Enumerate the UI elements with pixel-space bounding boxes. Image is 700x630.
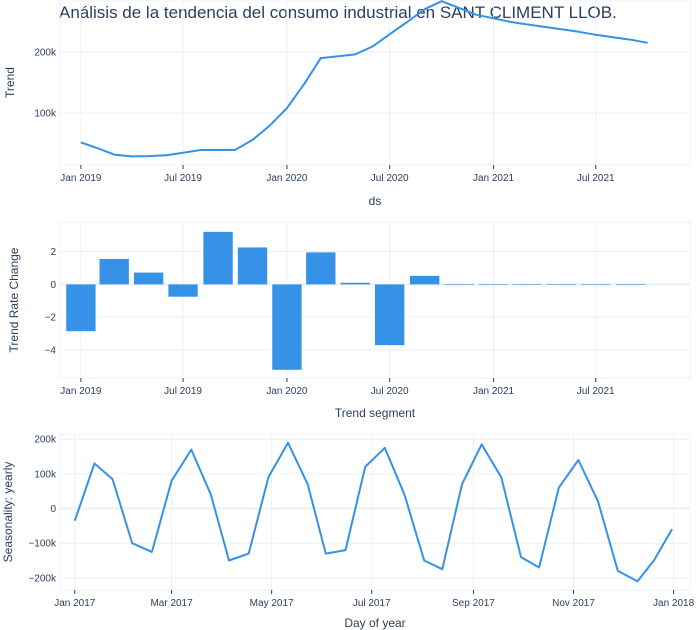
x-tick-label: Jul 2019 bbox=[164, 173, 202, 184]
x-tick-label: Jan 2019 bbox=[60, 386, 102, 397]
bar bbox=[99, 258, 129, 285]
trend-panel: Jan 2019 Jul 2019 Jan 2020 Jul 2020 Jan 2021… bbox=[3, 0, 691, 208]
yearly-seasonality-panel: Jan 2017 Mar 2017 May 2017 Jul 2017 Sep 2017… bbox=[1, 433, 695, 630]
x-axis-label: ds bbox=[369, 194, 382, 208]
y-tick-label: 0 bbox=[50, 504, 56, 515]
bar bbox=[581, 284, 611, 285]
x-tick-label: Sep 2017 bbox=[452, 598, 495, 609]
x-axis-label: Day of year bbox=[344, 616, 405, 630]
bar bbox=[203, 231, 233, 285]
bar bbox=[168, 284, 198, 297]
y-tick-label: −2 bbox=[45, 313, 57, 324]
x-tick-label: May 2017 bbox=[250, 598, 294, 609]
x-tick-label: Jul 2017 bbox=[353, 598, 391, 609]
y-tick-label: 200k bbox=[34, 47, 57, 58]
bar bbox=[375, 284, 405, 346]
y-axis-label: Trend bbox=[3, 67, 17, 98]
x-tick-label: Jan 2020 bbox=[266, 386, 308, 397]
bar bbox=[616, 284, 646, 285]
y-tick-label: 100k bbox=[34, 469, 57, 480]
x-tick-label: Mar 2017 bbox=[150, 598, 193, 609]
bar bbox=[272, 284, 302, 370]
series-line bbox=[73, 441, 673, 583]
y-tick-label: −4 bbox=[45, 346, 57, 357]
x-tick-label: Jul 2020 bbox=[371, 386, 409, 397]
y-tick-label: 2 bbox=[50, 247, 56, 258]
x-tick-label: Nov 2017 bbox=[552, 598, 595, 609]
y-tick-label: 0 bbox=[50, 280, 56, 291]
x-tick-label: Jan 2021 bbox=[473, 386, 515, 397]
x-tick-label: Jan 2018 bbox=[653, 598, 695, 609]
plot-area bbox=[59, 0, 691, 166]
y-tick-label: −100k bbox=[28, 539, 57, 550]
x-tick-label: Jul 2021 bbox=[577, 386, 615, 397]
y-tick-label: −200k bbox=[28, 573, 57, 584]
bar bbox=[512, 284, 542, 285]
bar bbox=[546, 284, 576, 285]
bar bbox=[237, 247, 268, 285]
plot-area bbox=[59, 221, 691, 379]
x-tick-label: Jan 2019 bbox=[60, 173, 102, 184]
x-tick-label: Jul 2021 bbox=[577, 173, 615, 184]
x-tick-label: Jan 2017 bbox=[54, 598, 96, 609]
y-tick-label: 100k bbox=[34, 109, 57, 120]
chart-title: Análisis de la tendencia del consumo ind… bbox=[59, 3, 617, 22]
x-tick-label: Jan 2020 bbox=[266, 173, 308, 184]
bar bbox=[410, 275, 440, 285]
trend-rate-change-panel: Jan 2019 Jul 2019 Jan 2020 Jul 2020 Jan 2021… bbox=[7, 221, 691, 420]
bar bbox=[66, 284, 96, 332]
x-tick-label: Jul 2019 bbox=[164, 386, 202, 397]
x-tick-label: Jul 2020 bbox=[371, 173, 409, 184]
bar bbox=[133, 272, 164, 285]
y-tick-label: 200k bbox=[34, 435, 57, 446]
bar bbox=[306, 252, 336, 285]
x-tick-label: Jan 2021 bbox=[473, 173, 515, 184]
x-axis-label: Trend segment bbox=[335, 406, 416, 420]
bar bbox=[340, 282, 370, 285]
bar bbox=[444, 284, 474, 285]
y-axis-label: Seasonality: yearly bbox=[1, 462, 15, 563]
bar bbox=[478, 284, 509, 285]
plot-area bbox=[59, 433, 691, 591]
y-axis-label: Trend Rate Change bbox=[7, 247, 21, 352]
series-line bbox=[80, 0, 648, 158]
